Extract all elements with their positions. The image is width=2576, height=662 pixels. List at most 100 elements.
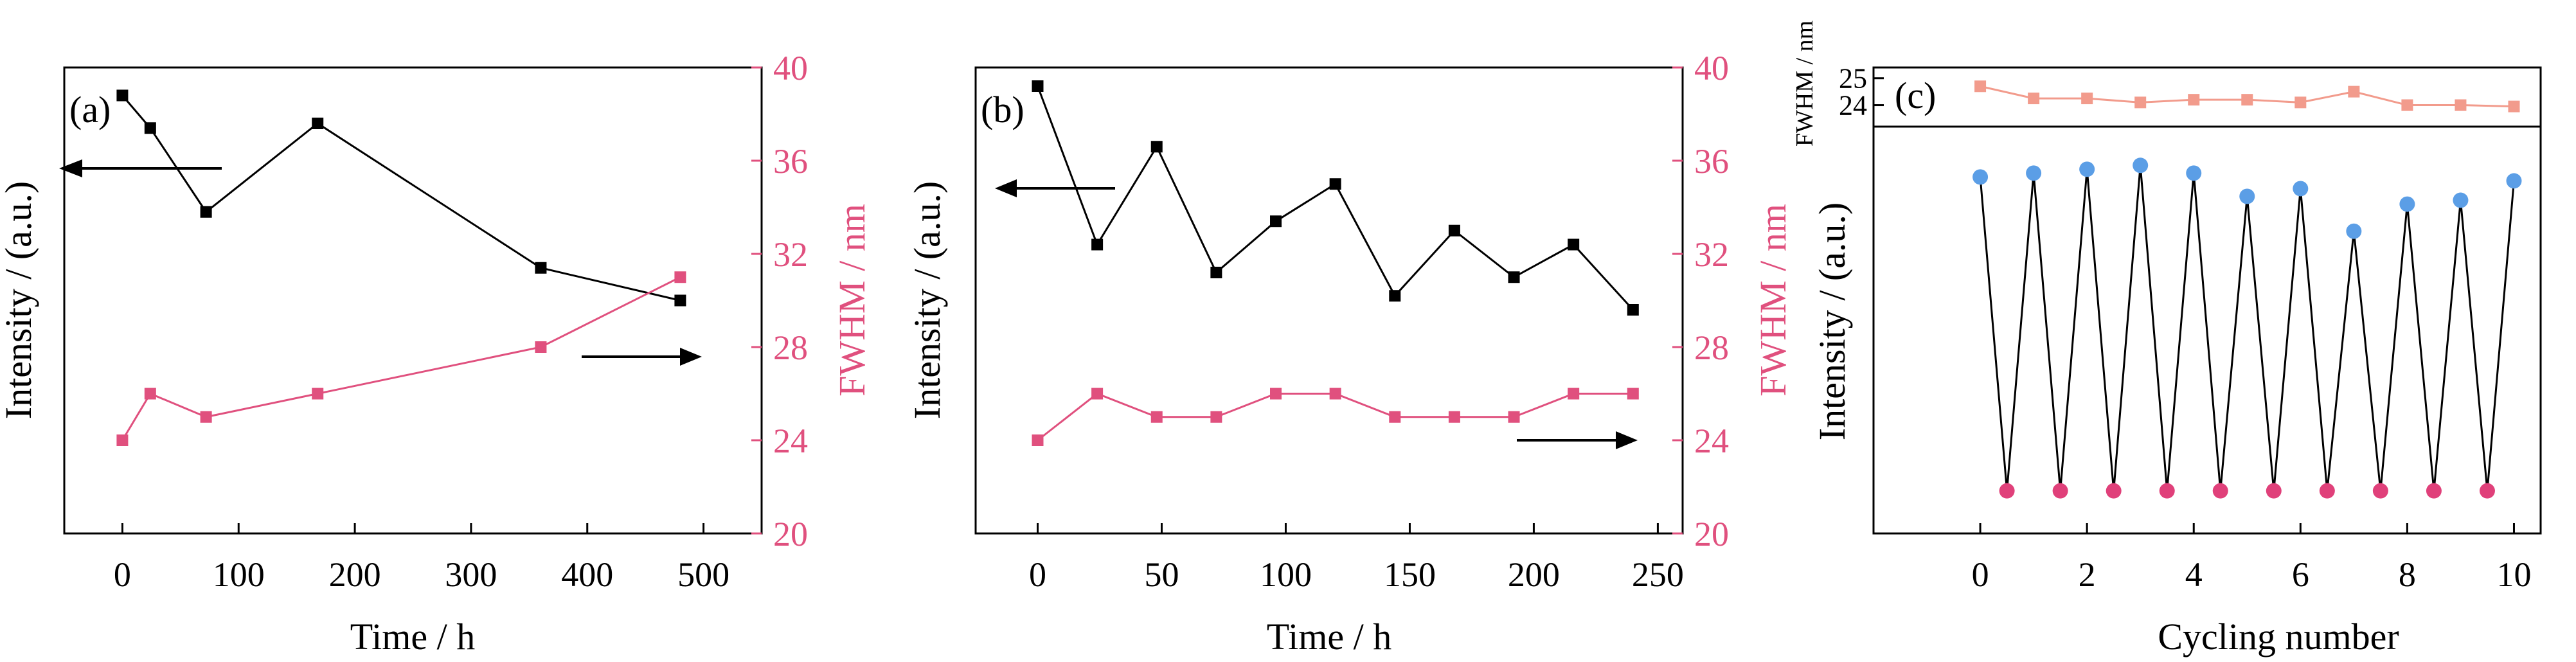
top-y-tick-label: 25	[1839, 63, 1867, 94]
intensity-valley-point	[2159, 483, 2175, 499]
intensity-peak-point	[2293, 181, 2309, 197]
panel-b-x-axis-label: Time / h	[1267, 616, 1391, 658]
intensity-valley-point	[1999, 483, 2015, 499]
panel-b-label: (b)	[981, 89, 1024, 130]
fwhm-point	[2081, 93, 2093, 105]
panel-c-label: (c)	[1895, 75, 1936, 116]
intensity-point	[1091, 238, 1104, 251]
fwhm-point	[1091, 388, 1104, 400]
fwhm-point	[1974, 80, 1987, 93]
x-tick-label: 50	[1144, 555, 1179, 594]
panel-c-x-axis-label: Cycling number	[2158, 616, 2399, 658]
fwhm-axis-arrow	[1517, 431, 1638, 449]
intensity-peak-point	[2346, 223, 2362, 239]
intensity-peak-point	[2453, 192, 2469, 208]
right-tick-label: 20	[1694, 515, 1729, 553]
right-tick-label: 20	[773, 515, 808, 553]
panel-a: (a) 0 100 200 300 400 500 20 24 28 32 36 40 Time /…	[0, 49, 873, 658]
panel-c-intensity-axis-label: Intensity / (a.u.)	[1811, 202, 1853, 440]
fwhm-axis-arrow	[582, 348, 702, 366]
panel-a-right-axis-label: FWHM / nm	[831, 204, 873, 397]
fwhm-point	[1329, 388, 1341, 400]
x-tick-label: 100	[213, 555, 265, 594]
x-tick-label: 4	[2185, 555, 2203, 594]
fwhm-point	[1508, 411, 1520, 423]
intensity-point	[1448, 224, 1460, 237]
intensity-line	[1037, 85, 1634, 311]
intensity-peak-point	[2079, 161, 2095, 177]
x-tick-label: 0	[1029, 555, 1046, 594]
intensity-valley-point	[2479, 483, 2495, 499]
fwhm-point	[2028, 93, 2040, 105]
top-y-tick-label: 24	[1839, 90, 1867, 121]
fwhm-line	[121, 276, 681, 441]
right-tick-label: 32	[1694, 235, 1729, 274]
panel-c-x-axis: 0 2 4 6 8 10	[1972, 523, 2531, 594]
x-tick-label: 6	[2292, 555, 2309, 594]
panel-c-plot-area	[1972, 80, 2522, 499]
fwhm-point	[1032, 434, 1044, 446]
panel-c-top-frame	[1872, 66, 2542, 128]
right-tick-label: 24	[773, 422, 808, 460]
intensity-valley-point	[2106, 483, 2122, 499]
x-tick-label: 0	[114, 555, 131, 594]
x-tick-label: 400	[561, 555, 613, 594]
x-tick-label: 150	[1384, 555, 1436, 594]
x-tick-label: 0	[1972, 555, 1989, 594]
intensity-valley-point	[2266, 483, 2282, 499]
panel-c-bottom-frame	[1872, 125, 2542, 535]
x-tick-label: 300	[445, 555, 497, 594]
panel-c-fwhm-axis-label: FWHM / nm	[1791, 21, 1818, 147]
intensity-point	[312, 118, 324, 129]
panel-b: (b) 0 50 100 150 200 250 20 24 28 32 36 40 Time / …	[906, 49, 1794, 658]
panel-a-x-axis: 0 100 200 300 400 500	[114, 523, 729, 594]
fwhm-point	[1568, 388, 1580, 400]
intensity-peak-point	[2239, 188, 2255, 204]
fwhm-point	[2294, 96, 2307, 109]
intensity-point	[1210, 267, 1222, 278]
fwhm-point	[535, 341, 547, 353]
x-tick-label: 250	[1632, 555, 1684, 594]
panel-b-right-axis: 20 24 28 32 36 40	[1672, 49, 1729, 553]
fwhm-point	[1270, 388, 1282, 400]
intensity-point	[1627, 304, 1639, 316]
x-tick-label: 10	[2496, 555, 2531, 594]
fwhm-point	[116, 434, 129, 446]
right-tick-label: 40	[773, 49, 808, 87]
intensity-line	[121, 94, 681, 301]
fwhm-point	[1150, 411, 1163, 423]
intensity-valley-point	[2372, 483, 2388, 499]
intensity-peak-point	[2399, 196, 2415, 212]
intensity-valley-point	[2426, 483, 2442, 499]
panel-b-frame	[974, 66, 1684, 535]
intensity-point	[1329, 178, 1341, 190]
panel-a-plot-area	[116, 89, 686, 446]
intensity-peak-point	[2026, 165, 2042, 181]
intensity-peak-point	[2186, 165, 2202, 181]
fwhm-point	[1627, 388, 1639, 400]
fwhm-point	[1389, 411, 1401, 423]
intensity-valley-point	[2319, 483, 2335, 499]
fwhm-line	[1037, 392, 1633, 442]
panel-a-frame	[63, 66, 763, 535]
intensity-valley-point	[2212, 483, 2228, 499]
panel-b-left-axis-label: Intensity / (a.u.)	[906, 181, 948, 419]
x-tick-label: 100	[1260, 555, 1312, 594]
intensity-peak-point	[1972, 169, 1989, 185]
x-tick-label: 200	[1508, 555, 1560, 594]
fwhm-point	[1448, 411, 1460, 423]
fwhm-point	[200, 411, 212, 423]
x-tick-label: 200	[329, 555, 381, 594]
right-tick-label: 28	[773, 328, 808, 367]
right-tick-label: 32	[773, 235, 808, 274]
fwhm-point	[2188, 94, 2200, 106]
panel-a-left-axis-label: Intensity / (a.u.)	[0, 181, 39, 419]
x-tick-label: 500	[677, 555, 729, 594]
intensity-peak-point	[2506, 173, 2522, 189]
fwhm-point	[144, 388, 156, 400]
fwhm-point	[2455, 99, 2467, 111]
fwhm-point	[2401, 99, 2413, 111]
fwhm-point	[2134, 96, 2147, 109]
